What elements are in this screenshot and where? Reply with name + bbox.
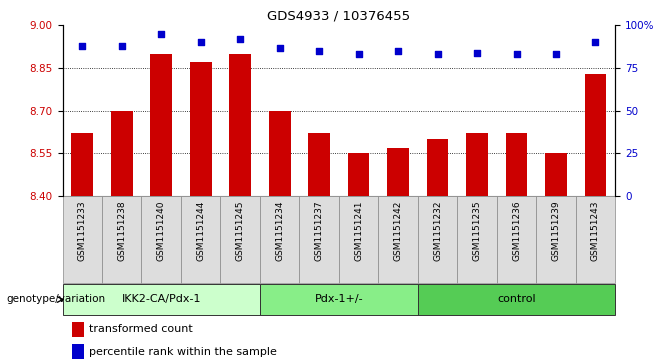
FancyBboxPatch shape	[260, 196, 299, 283]
FancyBboxPatch shape	[418, 196, 457, 283]
Bar	[72, 322, 84, 337]
Text: genotype/variation: genotype/variation	[7, 294, 106, 305]
Text: GSM1151233: GSM1151233	[78, 200, 87, 261]
Point	[77, 43, 88, 49]
Text: percentile rank within the sample: percentile rank within the sample	[89, 347, 277, 357]
Bar	[150, 54, 172, 196]
FancyBboxPatch shape	[339, 196, 378, 283]
FancyBboxPatch shape	[181, 196, 220, 283]
FancyBboxPatch shape	[220, 196, 260, 283]
Bar	[111, 111, 132, 196]
Bar	[584, 74, 607, 196]
Text: GSM1151242: GSM1151242	[393, 200, 403, 261]
Bar	[426, 139, 449, 196]
Point	[314, 48, 324, 54]
Text: IKK2-CA/Pdx-1: IKK2-CA/Pdx-1	[122, 294, 201, 305]
Bar	[72, 344, 84, 359]
Text: transformed count: transformed count	[89, 324, 193, 334]
FancyBboxPatch shape	[418, 284, 615, 315]
FancyBboxPatch shape	[63, 196, 102, 283]
Bar	[545, 153, 567, 196]
Point	[393, 48, 403, 54]
Point	[432, 52, 443, 57]
Bar	[71, 134, 93, 196]
Bar	[229, 54, 251, 196]
Text: GSM1151237: GSM1151237	[315, 200, 324, 261]
Text: GSM1151234: GSM1151234	[275, 200, 284, 261]
Text: Pdx-1+/-: Pdx-1+/-	[315, 294, 363, 305]
FancyBboxPatch shape	[299, 196, 339, 283]
FancyBboxPatch shape	[457, 196, 497, 283]
Point	[353, 52, 364, 57]
Point	[195, 40, 206, 45]
Text: GSM1151243: GSM1151243	[591, 200, 600, 261]
Bar	[269, 111, 291, 196]
Text: GSM1151239: GSM1151239	[551, 200, 561, 261]
Point	[590, 40, 601, 45]
Text: GSM1151232: GSM1151232	[433, 200, 442, 261]
Point	[472, 50, 482, 56]
Point	[511, 52, 522, 57]
Point	[274, 45, 285, 50]
Text: GSM1151235: GSM1151235	[472, 200, 482, 261]
Bar	[505, 134, 527, 196]
FancyBboxPatch shape	[63, 284, 260, 315]
Bar	[466, 134, 488, 196]
Point	[551, 52, 561, 57]
Bar	[387, 148, 409, 196]
Point	[116, 43, 127, 49]
FancyBboxPatch shape	[536, 196, 576, 283]
Bar	[308, 134, 330, 196]
Point	[156, 31, 166, 37]
Point	[235, 36, 245, 42]
Title: GDS4933 / 10376455: GDS4933 / 10376455	[267, 10, 411, 23]
Text: GSM1151240: GSM1151240	[157, 200, 166, 261]
Text: GSM1151244: GSM1151244	[196, 200, 205, 261]
Text: control: control	[497, 294, 536, 305]
Text: GSM1151236: GSM1151236	[512, 200, 521, 261]
Text: GSM1151241: GSM1151241	[354, 200, 363, 261]
FancyBboxPatch shape	[378, 196, 418, 283]
FancyBboxPatch shape	[260, 284, 418, 315]
FancyBboxPatch shape	[102, 196, 141, 283]
Text: GSM1151245: GSM1151245	[236, 200, 245, 261]
Text: GSM1151238: GSM1151238	[117, 200, 126, 261]
FancyBboxPatch shape	[141, 196, 181, 283]
Bar	[347, 153, 370, 196]
FancyBboxPatch shape	[497, 196, 536, 283]
Bar	[190, 62, 212, 196]
FancyBboxPatch shape	[576, 196, 615, 283]
